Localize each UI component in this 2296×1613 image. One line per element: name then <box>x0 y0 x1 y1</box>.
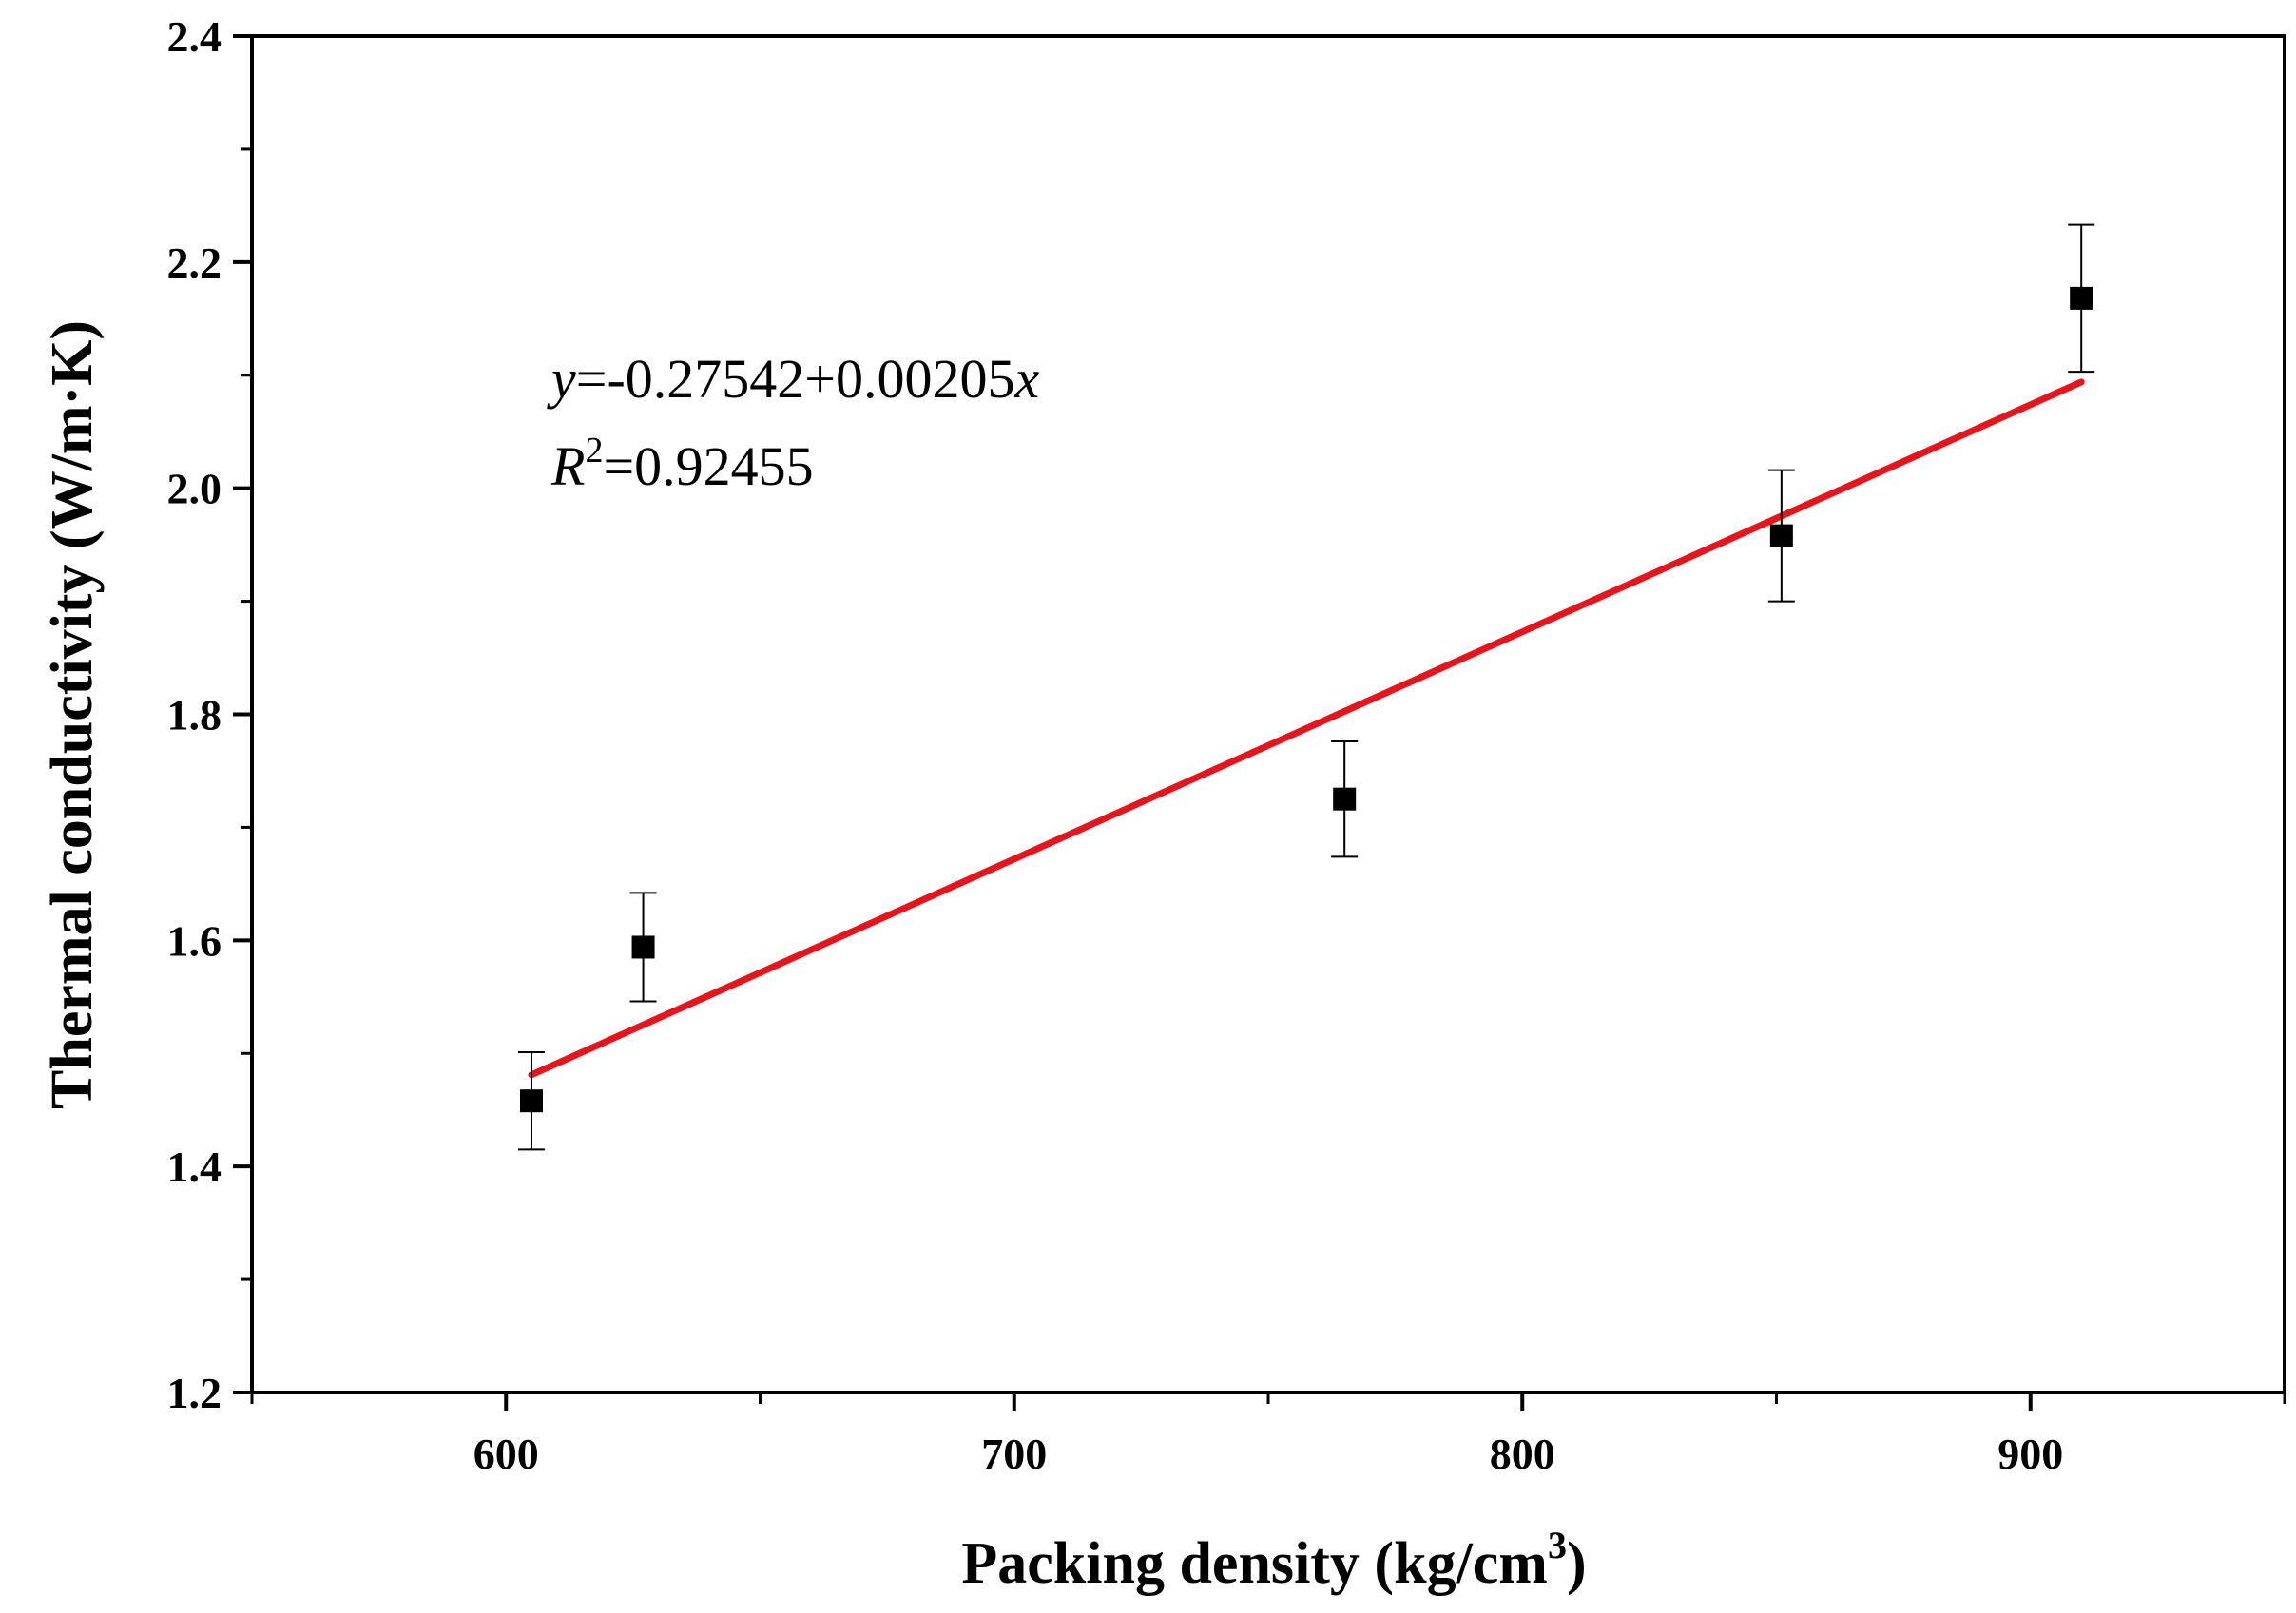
x-axis-title: Packing density (kg/cm3) <box>961 1524 1586 1596</box>
y-tick-label: 1.8 <box>167 691 222 739</box>
y-tick-label: 2.2 <box>167 239 222 287</box>
equation-var-x: x <box>1013 348 1039 410</box>
x-tick-label: 900 <box>1997 1430 2063 1478</box>
y-axis: 1.2 1.4 1.6 1.8 2.0 2.2 2.4 <box>167 12 252 1417</box>
fit-equation: y=-0.27542+0.00205x <box>547 348 1039 410</box>
y-tick-label: 2.0 <box>167 465 222 513</box>
data-point <box>1769 524 1793 547</box>
x-axis: 600 700 800 900 <box>250 1392 2286 1478</box>
data-points <box>517 223 2095 1151</box>
data-point <box>1333 787 1357 811</box>
x-axis-title-suffix: ) <box>1567 1531 1587 1596</box>
r2-superscript: 2 <box>585 431 603 470</box>
r-squared: R2=0.92455 <box>550 431 814 497</box>
r2-body: =0.92455 <box>603 435 813 497</box>
x-axis-title-main: Packing density (kg/cm <box>961 1531 1548 1596</box>
y-tick-label: 1.4 <box>167 1143 222 1191</box>
equation-body: =-0.27542+0.00205 <box>576 348 1015 410</box>
data-point <box>2070 286 2093 310</box>
x-tick-label: 800 <box>1490 1430 1555 1478</box>
x-tick-label: 600 <box>473 1430 539 1478</box>
fit-line-group <box>528 378 2085 1079</box>
x-tick-label: 700 <box>981 1430 1047 1478</box>
data-point <box>519 1089 543 1113</box>
y-axis-title: Thermal conductivity (W/m·K) <box>40 320 105 1109</box>
fit-line <box>528 378 2085 1079</box>
r2-var: R <box>550 435 585 497</box>
y-tick-label: 1.6 <box>167 916 222 965</box>
x-axis-title-superscript: 3 <box>1548 1524 1567 1566</box>
y-tick-label: 2.4 <box>167 12 222 61</box>
y-tick-label: 1.2 <box>167 1369 222 1417</box>
data-point <box>631 935 655 959</box>
equation-var-y: y <box>547 348 576 410</box>
plot-frame <box>250 34 2286 1394</box>
